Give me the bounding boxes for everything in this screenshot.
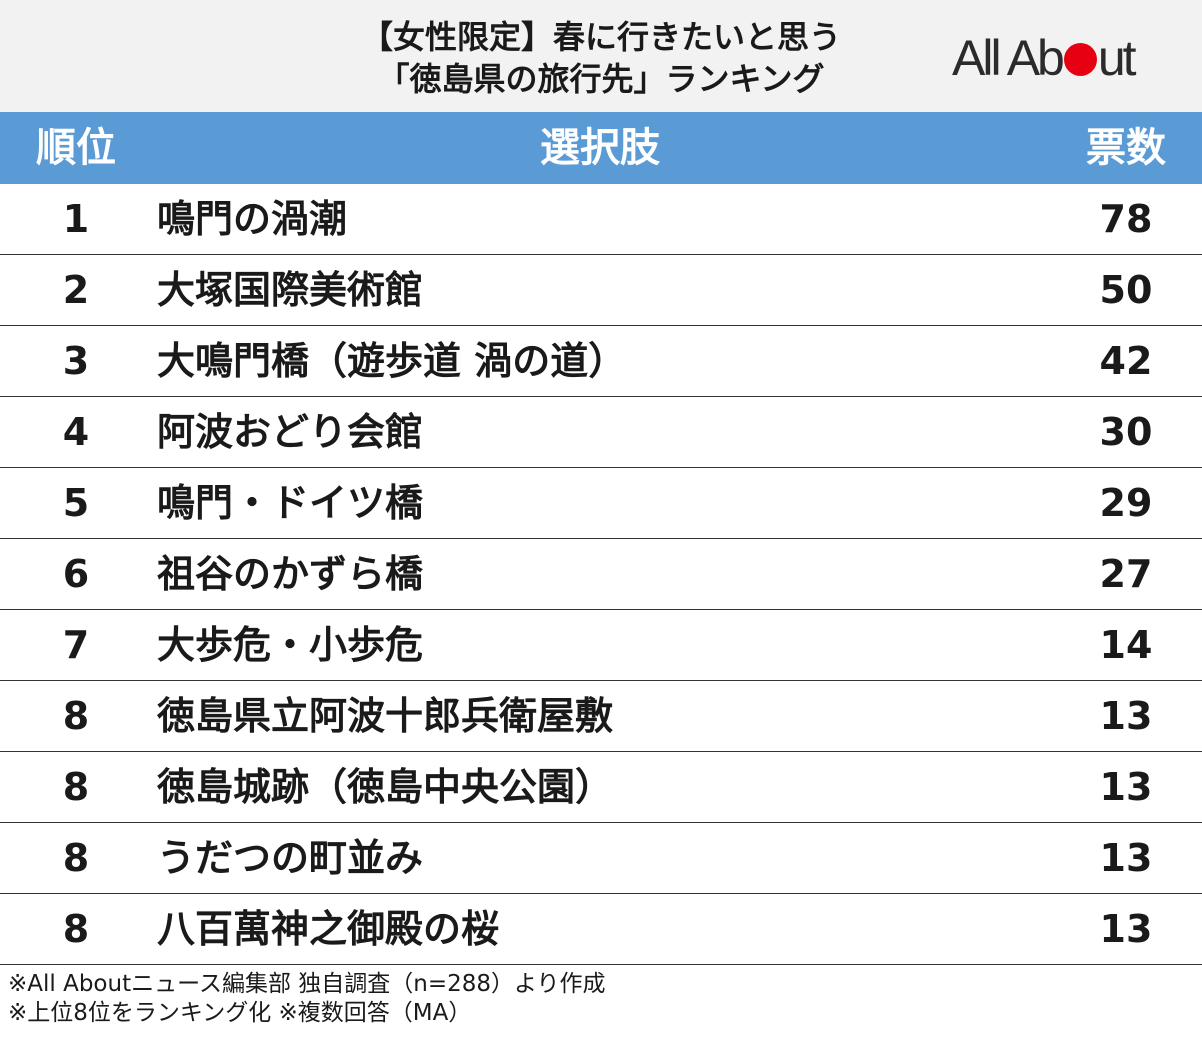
votes-cell: 78 (1099, 197, 1153, 241)
votes-cell: 13 (1099, 907, 1153, 951)
votes-cell: 27 (1099, 552, 1153, 596)
table-row: 6 祖谷のかずら橋 27 (0, 539, 1202, 610)
table-header: 順位 選択肢 票数 (0, 112, 1202, 184)
choice-cell: 大歩危・小歩危 (157, 623, 424, 667)
table-row: 2 大塚国際美術館 50 (0, 255, 1202, 326)
table-row: 8 徳島城跡（徳島中央公園） 13 (0, 752, 1202, 823)
rank-cell: 4 (62, 410, 90, 454)
header-rank: 順位 (36, 125, 116, 171)
title-band: 【女性限定】春に行きたいと思う 「徳島県の旅行先」ランキング All Ab ut (0, 0, 1202, 112)
chart-title: 【女性限定】春に行きたいと思う 「徳島県の旅行先」ランキング (0, 16, 1202, 100)
choice-cell: 八百萬神之御殿の桜 (157, 907, 500, 951)
header-votes: 票数 (1086, 125, 1166, 171)
rank-cell: 8 (62, 836, 90, 880)
rank-cell: 5 (62, 481, 90, 525)
rank-cell: 8 (62, 907, 90, 951)
logo-text-before: All Ab (952, 30, 1065, 86)
logo-red-dot (1063, 43, 1097, 76)
votes-cell: 13 (1099, 765, 1153, 809)
choice-cell: 大鳴門橋（遊歩道 渦の道） (157, 339, 627, 383)
votes-cell: 50 (1099, 268, 1153, 312)
footnote-1: ※All Aboutニュース編集部 独自調査（n=288）より作成 (8, 971, 606, 997)
rank-cell: 2 (62, 268, 90, 312)
table-row: 7 大歩危・小歩危 14 (0, 610, 1202, 681)
table-row: 8 徳島県立阿波十郎兵衛屋敷 13 (0, 681, 1202, 752)
header-choice: 選択肢 (540, 125, 660, 171)
footnote-2: ※上位8位をランキング化 ※複数回答（MA） (8, 1000, 472, 1026)
title-line-2: 「徳島県の旅行先」ランキング (377, 60, 825, 98)
choice-cell: 鳴門の渦潮 (157, 197, 348, 241)
choice-cell: 祖谷のかずら橋 (157, 552, 424, 596)
rank-cell: 8 (62, 694, 90, 738)
rank-cell: 6 (62, 552, 90, 596)
rank-cell: 1 (62, 197, 90, 241)
votes-cell: 29 (1099, 481, 1153, 525)
choice-cell: うだつの町並み (157, 836, 424, 880)
choice-cell: 阿波おどり会館 (157, 410, 424, 454)
footnotes: ※All Aboutニュース編集部 独自調査（n=288）より作成 ※上位8位を… (8, 970, 606, 1028)
votes-cell: 13 (1099, 836, 1153, 880)
rank-cell: 7 (62, 623, 90, 667)
choice-cell: 鳴門・ドイツ橋 (157, 481, 424, 525)
table-row: 4 阿波おどり会館 30 (0, 397, 1202, 468)
choice-cell: 大塚国際美術館 (157, 268, 424, 312)
rank-cell: 8 (62, 765, 90, 809)
title-line-1: 【女性限定】春に行きたいと思う (360, 18, 841, 56)
votes-cell: 13 (1099, 694, 1153, 738)
table-row: 5 鳴門・ドイツ橋 29 (0, 468, 1202, 539)
votes-cell: 42 (1099, 339, 1153, 383)
ranking-rows: 1 鳴門の渦潮 78 2 大塚国際美術館 50 3 大鳴門橋（遊歩道 渦の道） 42 4 阿波おどり… (0, 184, 1202, 965)
table-row: 8 うだつの町並み 13 (0, 823, 1202, 894)
table-row: 8 八百萬神之御殿の桜 13 (0, 894, 1202, 965)
rank-cell: 3 (62, 339, 90, 383)
table-row: 3 大鳴門橋（遊歩道 渦の道） 42 (0, 326, 1202, 397)
table-row: 1 鳴門の渦潮 78 (0, 184, 1202, 255)
logo-text-after: ut (1097, 30, 1137, 86)
allabout-logo: All Ab ut (952, 30, 1137, 86)
choice-cell: 徳島県立阿波十郎兵衛屋敷 (157, 694, 614, 738)
votes-cell: 14 (1099, 623, 1153, 667)
votes-cell: 30 (1099, 410, 1153, 454)
choice-cell: 徳島城跡（徳島中央公園） (157, 765, 614, 809)
